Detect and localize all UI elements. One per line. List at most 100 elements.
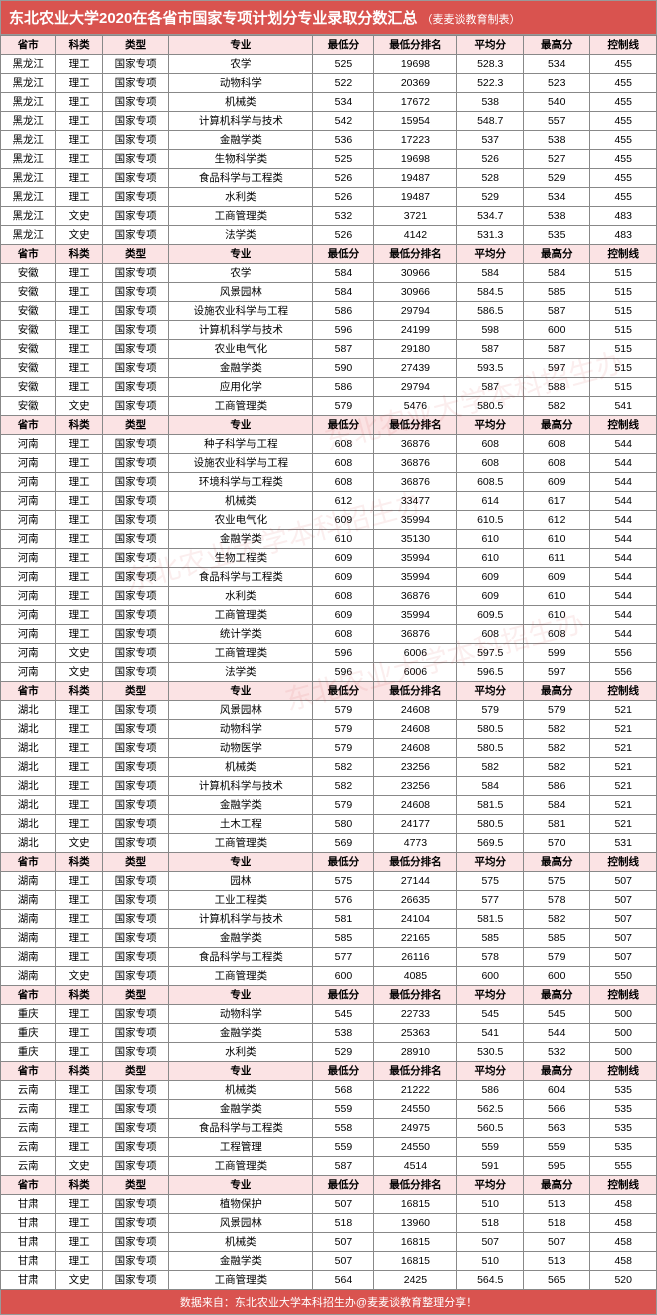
table-cell: 计算机科学与技术	[169, 321, 313, 340]
table-cell: 556	[590, 644, 657, 663]
column-header: 专业	[169, 245, 313, 264]
table-cell: 理工	[56, 910, 103, 929]
table-cell: 食品科学与工程类	[169, 568, 313, 587]
table-row: 甘肃理工国家专项金融学类50716815510513458	[1, 1252, 657, 1271]
table-cell: 食品科学与工程类	[169, 948, 313, 967]
table-cell: 598	[457, 321, 523, 340]
table-cell: 理工	[56, 625, 103, 644]
table-cell: 文史	[56, 967, 103, 986]
table-cell: 515	[590, 321, 657, 340]
table-cell: 16815	[374, 1195, 457, 1214]
table-cell: 541	[590, 397, 657, 416]
table-cell: 581	[313, 910, 374, 929]
table-cell: 582	[523, 397, 589, 416]
table-cell: 理工	[56, 112, 103, 131]
table-cell: 计算机科学与技术	[169, 112, 313, 131]
table-cell: 585	[313, 929, 374, 948]
table-cell: 安徽	[1, 321, 56, 340]
table-row: 河南理工国家专项统计学类60836876608608544	[1, 625, 657, 644]
table-cell: 24608	[374, 701, 457, 720]
table-cell: 455	[590, 74, 657, 93]
table-cell: 612	[523, 511, 589, 530]
table-cell: 593.5	[457, 359, 523, 378]
table-cell: 理工	[56, 131, 103, 150]
table-cell: 608	[313, 587, 374, 606]
table-cell: 569.5	[457, 834, 523, 853]
column-header: 专业	[169, 986, 313, 1005]
table-cell: 579	[313, 397, 374, 416]
table-cell: 湖南	[1, 910, 56, 929]
table-cell: 569	[313, 834, 374, 853]
table-cell: 工业工程类	[169, 891, 313, 910]
table-row: 湖北理工国家专项金融学类57924608581.5584521	[1, 796, 657, 815]
table-cell: 585	[523, 929, 589, 948]
table-cell: 610	[457, 549, 523, 568]
table-cell: 559	[313, 1138, 374, 1157]
table-cell: 587	[457, 378, 523, 397]
table-cell: 工商管理类	[169, 1271, 313, 1290]
table-row: 湖北理工国家专项动物科学57924608580.5582521	[1, 720, 657, 739]
column-header: 最低分排名	[374, 1176, 457, 1195]
table-cell: 国家专项	[102, 1195, 168, 1214]
table-cell: 29794	[374, 378, 457, 397]
column-header: 最低分排名	[374, 853, 457, 872]
table-cell: 584	[523, 796, 589, 815]
table-cell: 农学	[169, 264, 313, 283]
table-cell: 608.5	[457, 473, 523, 492]
table-row: 安徽理工国家专项风景园林58430966584.5585515	[1, 283, 657, 302]
table-cell: 600	[313, 967, 374, 986]
table-cell: 579	[313, 720, 374, 739]
table-cell: 理工	[56, 530, 103, 549]
column-header: 科类	[56, 853, 103, 872]
table-row: 甘肃理工国家专项机械类50716815507507458	[1, 1233, 657, 1252]
column-header: 类型	[102, 682, 168, 701]
table-cell: 27144	[374, 872, 457, 891]
table-cell: 国家专项	[102, 568, 168, 587]
table-cell: 动物科学	[169, 720, 313, 739]
table-cell: 531.3	[457, 226, 523, 245]
table-cell: 507	[590, 910, 657, 929]
table-cell: 理工	[56, 929, 103, 948]
table-cell: 风景园林	[169, 701, 313, 720]
table-row: 湖南文史国家专项工商管理类6004085600600550	[1, 967, 657, 986]
table-cell: 587	[457, 340, 523, 359]
column-header: 类型	[102, 416, 168, 435]
table-cell: 理工	[56, 1043, 103, 1062]
table-row: 湖南理工国家专项计算机科学与技术58124104581.5582507	[1, 910, 657, 929]
table-row: 安徽理工国家专项应用化学58629794587588515	[1, 378, 657, 397]
column-header: 类型	[102, 1176, 168, 1195]
table-cell: 483	[590, 226, 657, 245]
table-row: 湖北理工国家专项土木工程58024177580.5581521	[1, 815, 657, 834]
table-cell: 521	[590, 796, 657, 815]
table-cell: 22733	[374, 1005, 457, 1024]
table-cell: 579	[313, 739, 374, 758]
table-cell: 608	[523, 435, 589, 454]
table-cell: 558	[313, 1119, 374, 1138]
table-row: 安徽理工国家专项农业电气化58729180587587515	[1, 340, 657, 359]
table-cell: 526	[313, 169, 374, 188]
column-header: 科类	[56, 245, 103, 264]
table-cell: 525	[313, 55, 374, 74]
table-cell: 584.5	[457, 283, 523, 302]
table-cell: 534	[523, 55, 589, 74]
table-row: 云南理工国家专项机械类56821222586604535	[1, 1081, 657, 1100]
table-cell: 595	[523, 1157, 589, 1176]
column-header: 类型	[102, 36, 168, 55]
table-cell: 608	[457, 435, 523, 454]
table-cell: 甘肃	[1, 1252, 56, 1271]
table-cell: 安徽	[1, 359, 56, 378]
table-cell: 种子科学与工程	[169, 435, 313, 454]
table-cell: 重庆	[1, 1024, 56, 1043]
table-cell: 535	[590, 1081, 657, 1100]
table-cell: 36876	[374, 454, 457, 473]
column-header: 科类	[56, 36, 103, 55]
table-row: 黑龙江文史国家专项法学类5264142531.3535483	[1, 226, 657, 245]
table-cell: 544	[590, 454, 657, 473]
table-row: 黑龙江文史国家专项工商管理类5323721534.7538483	[1, 207, 657, 226]
table-cell: 理工	[56, 264, 103, 283]
table-cell: 544	[590, 587, 657, 606]
table-cell: 523	[523, 74, 589, 93]
table-cell: 535	[590, 1138, 657, 1157]
table-cell: 521	[590, 758, 657, 777]
table-cell: 585	[523, 283, 589, 302]
